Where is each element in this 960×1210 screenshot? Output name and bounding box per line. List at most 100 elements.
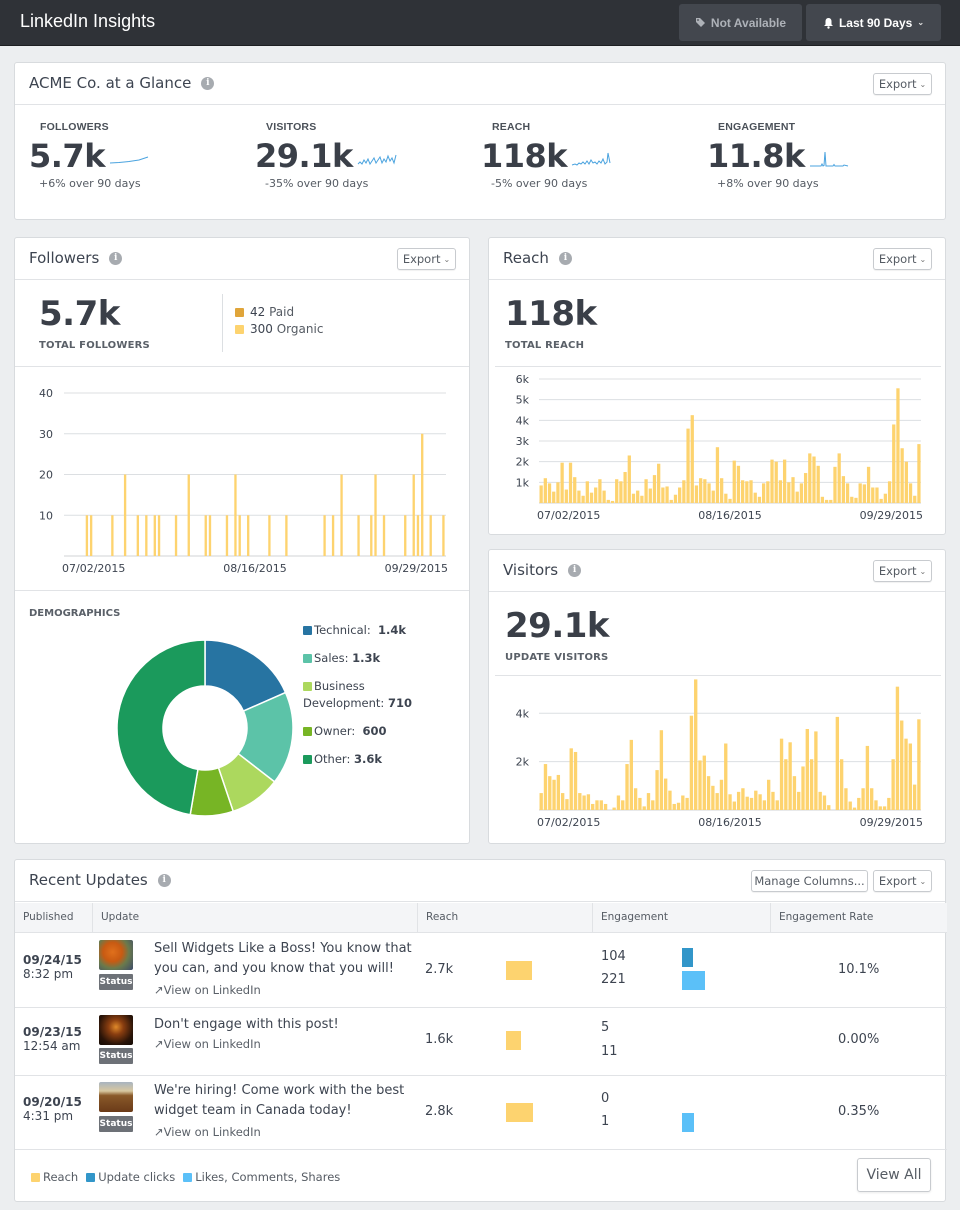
- donut-slice-other[interactable]: [116, 639, 206, 816]
- bar[interactable]: [136, 515, 139, 556]
- bar[interactable]: [711, 785, 715, 810]
- bar[interactable]: [728, 498, 732, 503]
- bar[interactable]: [581, 495, 585, 503]
- bar[interactable]: [809, 759, 814, 810]
- bar[interactable]: [323, 515, 326, 556]
- table-row[interactable]: 09/24/15 8:32 pm Status Sell Widgets Like…: [15, 934, 947, 1008]
- bar[interactable]: [745, 796, 749, 810]
- bar[interactable]: [676, 802, 681, 810]
- bar[interactable]: [627, 455, 631, 503]
- bar[interactable]: [619, 481, 623, 503]
- bar[interactable]: [761, 483, 766, 503]
- bar[interactable]: [589, 492, 594, 503]
- info-icon[interactable]: i: [157, 873, 171, 887]
- bar[interactable]: [586, 794, 591, 810]
- bar[interactable]: [808, 453, 812, 503]
- column-header-reach[interactable]: Reach: [418, 903, 593, 933]
- bar[interactable]: [874, 800, 878, 810]
- bar[interactable]: [669, 499, 673, 503]
- bar[interactable]: [895, 686, 900, 810]
- view-on-linkedin-link[interactable]: ↗View on LinkedIn: [154, 1125, 261, 1139]
- bar[interactable]: [814, 731, 818, 810]
- bar[interactable]: [904, 738, 908, 810]
- bar[interactable]: [594, 487, 598, 504]
- bar[interactable]: [754, 790, 758, 810]
- bar[interactable]: [573, 751, 578, 810]
- bar[interactable]: [799, 483, 804, 503]
- bar[interactable]: [285, 515, 288, 556]
- bar[interactable]: [908, 743, 912, 811]
- bar[interactable]: [862, 484, 867, 503]
- bar[interactable]: [247, 515, 250, 556]
- post-thumbnail[interactable]: [99, 1082, 133, 1112]
- bar[interactable]: [827, 805, 831, 810]
- bar[interactable]: [615, 479, 619, 503]
- bar[interactable]: [850, 496, 854, 503]
- bar[interactable]: [797, 791, 801, 810]
- bar[interactable]: [547, 483, 552, 503]
- bar[interactable]: [833, 466, 837, 503]
- bar[interactable]: [539, 485, 543, 503]
- bar[interactable]: [629, 739, 633, 810]
- bar[interactable]: [556, 774, 561, 810]
- bar[interactable]: [111, 515, 114, 556]
- bar[interactable]: [887, 481, 892, 503]
- column-header-engagement-rate[interactable]: Engagement Rate: [771, 903, 947, 933]
- bar[interactable]: [852, 807, 857, 810]
- bar[interactable]: [552, 779, 556, 810]
- bar[interactable]: [690, 415, 694, 503]
- bar[interactable]: [616, 795, 621, 810]
- bar[interactable]: [694, 485, 699, 503]
- bar[interactable]: [749, 797, 754, 810]
- bar[interactable]: [689, 715, 694, 810]
- bar[interactable]: [866, 466, 871, 503]
- bar[interactable]: [543, 478, 547, 503]
- bar[interactable]: [659, 730, 664, 810]
- bar[interactable]: [682, 480, 686, 503]
- bar[interactable]: [900, 448, 904, 503]
- bar[interactable]: [883, 493, 887, 503]
- column-header-update[interactable]: Update: [93, 903, 418, 933]
- bar[interactable]: [187, 474, 190, 557]
- bar[interactable]: [642, 806, 646, 810]
- bar[interactable]: [655, 770, 659, 810]
- bar[interactable]: [204, 515, 207, 556]
- bar[interactable]: [728, 794, 732, 810]
- bar[interactable]: [878, 806, 882, 810]
- bar[interactable]: [673, 494, 678, 503]
- bar[interactable]: [787, 482, 791, 503]
- bar[interactable]: [577, 490, 581, 503]
- bar[interactable]: [548, 776, 552, 810]
- bar[interactable]: [578, 793, 582, 810]
- bar[interactable]: [357, 515, 360, 556]
- bar[interactable]: [331, 515, 335, 556]
- bar[interactable]: [145, 515, 148, 556]
- bar[interactable]: [858, 483, 862, 503]
- bar[interactable]: [861, 788, 865, 810]
- bar[interactable]: [238, 515, 241, 556]
- bar[interactable]: [89, 515, 93, 556]
- bar[interactable]: [539, 793, 543, 810]
- bar[interactable]: [803, 473, 808, 503]
- bar[interactable]: [870, 788, 874, 810]
- bar[interactable]: [904, 461, 908, 503]
- bar[interactable]: [153, 515, 156, 556]
- bar[interactable]: [736, 465, 741, 503]
- bar[interactable]: [603, 803, 608, 810]
- bar[interactable]: [871, 487, 875, 504]
- bar[interactable]: [412, 474, 415, 557]
- table-row[interactable]: 09/20/15 4:31 pm Status We're hiring! Com…: [15, 1076, 947, 1150]
- bar[interactable]: [668, 790, 672, 810]
- bar[interactable]: [782, 459, 787, 503]
- bar[interactable]: [610, 500, 615, 503]
- bar[interactable]: [835, 716, 840, 810]
- bar[interactable]: [719, 779, 724, 810]
- info-icon[interactable]: i: [201, 76, 215, 90]
- bar[interactable]: [633, 788, 638, 810]
- bar[interactable]: [694, 679, 698, 810]
- bar[interactable]: [824, 499, 829, 503]
- bar[interactable]: [416, 515, 420, 556]
- bar[interactable]: [778, 480, 783, 503]
- bar[interactable]: [606, 499, 610, 503]
- bar[interactable]: [788, 742, 792, 810]
